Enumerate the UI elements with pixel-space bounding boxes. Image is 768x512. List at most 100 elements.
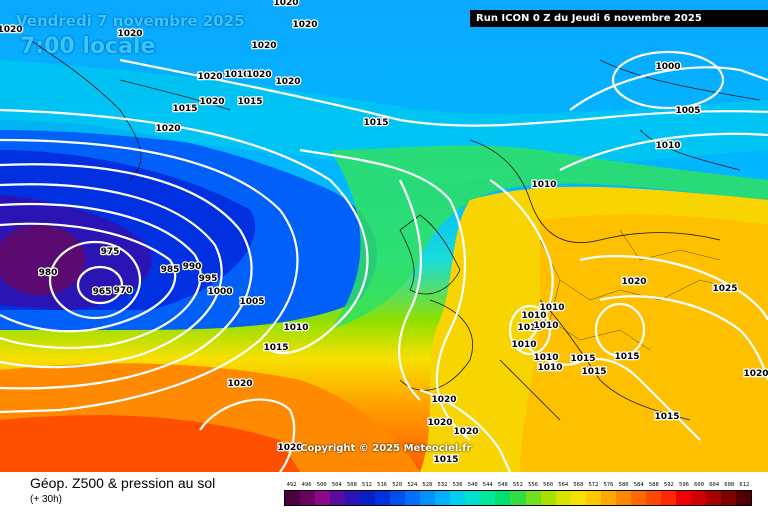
isobar-label: 1015 [363, 118, 388, 128]
forecast-date: Vendredi 7 novembre 2025 [16, 12, 245, 30]
isobar-label: 1015 [614, 352, 639, 362]
forecast-time: 7:00 locale [20, 34, 156, 59]
scale-tick-label: 500 [316, 482, 327, 488]
isobar-label: 1015 [433, 455, 458, 465]
isobar-label: 995 [199, 274, 218, 284]
isobar-label: 1010 [533, 321, 558, 331]
color-scale-legend: 492 496 500 504 508 512 516 520 524 528 532 536 540 5… [284, 480, 752, 508]
scale-swatch [465, 491, 481, 505]
isobar-label: 1010 [537, 363, 562, 373]
scale-tick-label: 608 [724, 482, 735, 488]
isobar-label: 1000 [655, 62, 680, 72]
isobar-label: 1015 [517, 323, 542, 333]
isobar-lines [0, 50, 768, 472]
geopotential-band-gold [520, 214, 768, 472]
isobar-label: 1010 [533, 353, 558, 363]
color-scale-bar [284, 490, 752, 506]
isobar-label: 1015 [654, 412, 679, 422]
scale-swatch [675, 491, 691, 505]
scale-swatch [600, 491, 616, 505]
scale-swatch [420, 491, 436, 505]
isobar-label: 1020 [246, 70, 271, 80]
scale-swatch [315, 491, 331, 505]
scale-tick-label: 536 [452, 482, 463, 488]
isobar-label: 1015 [570, 354, 595, 364]
isobar-label: 1010 [655, 141, 680, 151]
isobar-label: 1020 [275, 77, 300, 87]
scale-swatch [525, 491, 541, 505]
isobar-label: 965 [93, 287, 112, 297]
isobar-label: 1010 [224, 70, 249, 80]
isobar-label: 1020 [292, 20, 317, 30]
isobar-label: 1020 [0, 25, 23, 35]
scale-tick-label: 592 [663, 482, 674, 488]
isobar-label: 1020 [199, 97, 224, 107]
geopotential-band-cyan [0, 60, 768, 183]
isobar-label: 975 [101, 247, 120, 257]
scale-swatch [510, 491, 526, 505]
scale-swatch [300, 491, 316, 505]
scale-tick-label: 524 [407, 482, 418, 488]
isobar-label: 1020 [155, 124, 180, 134]
scale-tick-label: 572 [588, 482, 599, 488]
scale-swatch [495, 491, 511, 505]
isobar-label: 1020 [251, 41, 276, 51]
scale-swatch [540, 491, 556, 505]
isobar-label: 1005 [239, 297, 264, 307]
scale-tick-label: 516 [377, 482, 388, 488]
scale-tick-label: 552 [512, 482, 523, 488]
scale-tick-label: 588 [648, 482, 659, 488]
scale-tick-label: 576 [603, 482, 614, 488]
isobar-label: 985 [161, 265, 180, 275]
isobar-label: 1020 [227, 379, 252, 389]
scale-swatch [615, 491, 631, 505]
scale-tick-label: 496 [301, 482, 312, 488]
scale-tick-label: 540 [467, 482, 478, 488]
scale-swatch [705, 491, 721, 505]
scale-swatch [555, 491, 571, 505]
isobar-label: 1020 [431, 395, 456, 405]
scale-swatch [360, 491, 376, 505]
model-run-label: Run ICON 0 Z du Jeudi 6 novembre 2025 [470, 10, 768, 27]
isobar-label: 1020 [621, 277, 646, 287]
isobar-label: 1020 [273, 0, 298, 8]
isobar-label: 1000 [207, 287, 232, 297]
isobar-label: 1025 [712, 284, 737, 294]
scale-tick-label: 520 [392, 482, 403, 488]
coastlines [29, 39, 761, 421]
scale-tick-label: 508 [346, 482, 357, 488]
scale-tick-label: 564 [558, 482, 569, 488]
scale-tick-label: 492 [286, 482, 297, 488]
isobar-label: 1010 [283, 323, 308, 333]
country-borders [539, 229, 741, 351]
isobar-label: 1005 [675, 106, 700, 116]
isobar-label: 1020 [453, 427, 478, 437]
scale-swatch [330, 491, 346, 505]
isobar-label: 1020 [427, 418, 452, 428]
isobar-label: 970 [114, 286, 133, 296]
color-scale-labels: 492 496 500 504 508 512 516 520 524 528 532 536 540 5… [284, 480, 752, 490]
isobar-label: 1015 [172, 104, 197, 114]
scale-tick-label: 560 [543, 482, 554, 488]
isobar-label: 1020 [197, 72, 222, 82]
forecast-offset: (+ 30h) [30, 494, 62, 505]
scale-swatch [405, 491, 421, 505]
scale-swatch [645, 491, 661, 505]
scale-swatch [735, 491, 751, 505]
isobar-label: 1010 [511, 340, 536, 350]
scale-tick-label: 596 [679, 482, 689, 488]
scale-swatch [435, 491, 451, 505]
scale-tick-label: 512 [362, 482, 372, 488]
scale-tick-label: 604 [709, 482, 720, 488]
scale-tick-label: 528 [422, 482, 433, 488]
scale-swatch [630, 491, 646, 505]
isobar-label: 980 [39, 268, 58, 278]
isobar-label: 1015 [263, 343, 288, 353]
scale-swatch [570, 491, 586, 505]
scale-swatch [690, 491, 706, 505]
scale-swatch [375, 491, 391, 505]
scale-tick-label: 568 [573, 482, 584, 488]
low-core [0, 225, 85, 295]
